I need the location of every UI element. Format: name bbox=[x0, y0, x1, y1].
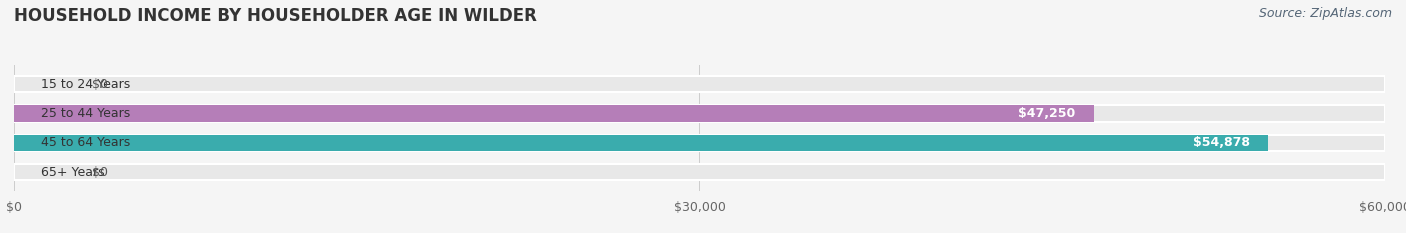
Bar bbox=[14, 106, 1385, 122]
Text: Source: ZipAtlas.com: Source: ZipAtlas.com bbox=[1258, 7, 1392, 20]
Bar bbox=[14, 135, 1268, 151]
Bar bbox=[14, 76, 1385, 92]
Text: 65+ Years: 65+ Years bbox=[42, 165, 105, 178]
Text: 45 to 64 Years: 45 to 64 Years bbox=[42, 136, 131, 149]
Bar bbox=[14, 106, 1094, 122]
Text: HOUSEHOLD INCOME BY HOUSEHOLDER AGE IN WILDER: HOUSEHOLD INCOME BY HOUSEHOLDER AGE IN W… bbox=[14, 7, 537, 25]
Text: $0: $0 bbox=[91, 78, 108, 91]
Bar bbox=[14, 135, 1385, 151]
Text: 15 to 24 Years: 15 to 24 Years bbox=[42, 78, 131, 91]
Text: $0: $0 bbox=[91, 165, 108, 178]
Bar bbox=[14, 164, 1385, 180]
Text: $54,878: $54,878 bbox=[1192, 136, 1250, 149]
Text: $47,250: $47,250 bbox=[1018, 107, 1076, 120]
Text: 25 to 44 Years: 25 to 44 Years bbox=[42, 107, 131, 120]
